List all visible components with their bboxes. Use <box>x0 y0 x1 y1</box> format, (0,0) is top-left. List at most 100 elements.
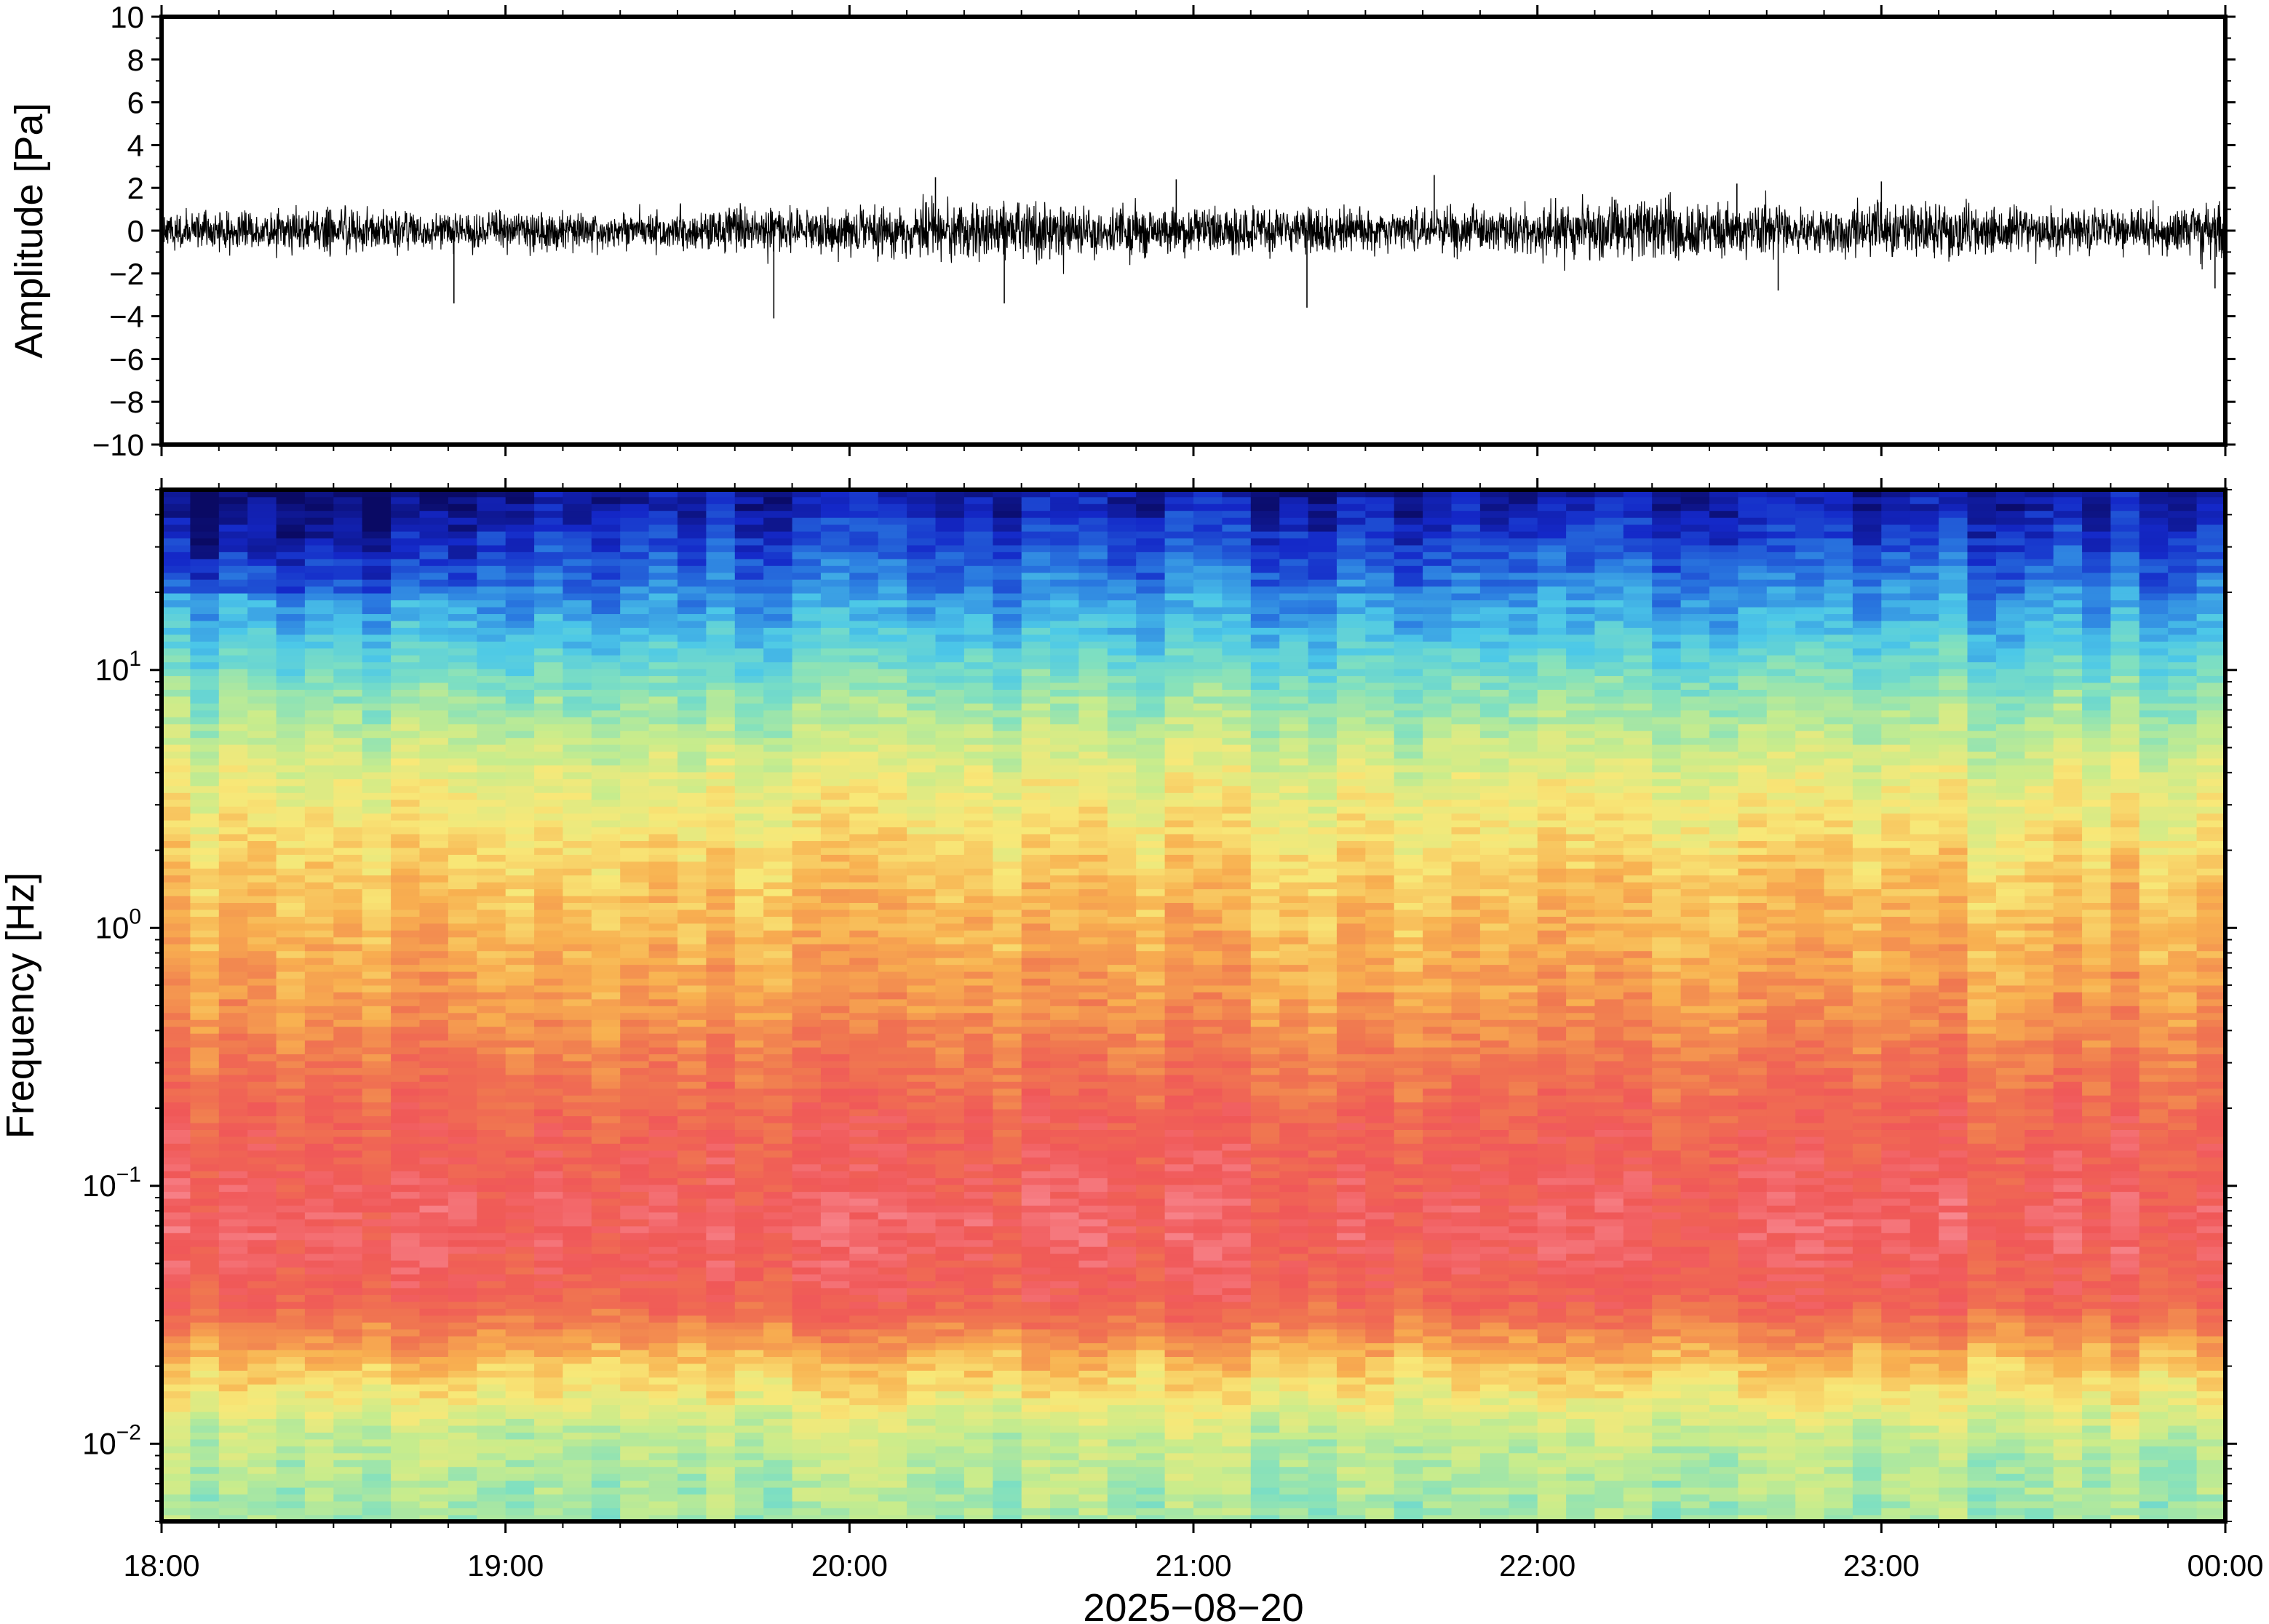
spectrogram-cell <box>907 1267 937 1275</box>
spectrogram-cell <box>820 957 851 966</box>
spectrogram-cell <box>706 1287 736 1295</box>
spectrogram-cell <box>534 1480 564 1488</box>
spectrogram-cell <box>620 861 650 869</box>
spectrogram-cell <box>162 1342 191 1350</box>
spectrogram-cell <box>362 586 392 594</box>
spectrogram-cell <box>276 1452 306 1460</box>
spectrogram-cell <box>878 1281 907 1289</box>
spectrogram-cell <box>792 578 822 587</box>
spectrogram-cell <box>477 1046 506 1054</box>
spectrogram-cell <box>190 1246 220 1254</box>
spectrogram-cell <box>820 1301 851 1309</box>
spectrogram-cell <box>391 1349 421 1357</box>
spectrogram-cell <box>620 1253 650 1261</box>
spectrogram-cell <box>963 923 994 931</box>
spectrogram-cell <box>1021 1239 1051 1247</box>
spectrogram-cell <box>190 510 220 518</box>
spectrogram-cell <box>820 1136 851 1144</box>
spectrogram-cell <box>591 1411 621 1419</box>
spectrogram-cell <box>362 1500 392 1508</box>
spectrogram-cell <box>849 496 879 504</box>
spectrogram-cell <box>648 723 678 731</box>
spectrogram-cell <box>276 840 306 848</box>
spectrogram-cell <box>763 1480 793 1488</box>
spectrogram-cell <box>477 1349 506 1357</box>
spectrogram-cell <box>993 1363 1022 1371</box>
spectrogram-cell <box>963 861 994 869</box>
spectrogram-cell <box>648 1486 678 1494</box>
spectrogram-cell <box>304 1150 335 1158</box>
spectrogram-cell <box>734 717 764 725</box>
spectrogram-cell <box>534 627 564 635</box>
spectrogram-cell <box>620 600 650 608</box>
spectrogram-cell <box>620 930 650 938</box>
spectrogram-cell <box>591 572 621 580</box>
spectrogram-cell <box>247 1233 277 1241</box>
spectrogram-cell <box>792 703 822 711</box>
spectrogram-cell <box>820 517 851 525</box>
spectrogram-cell <box>677 950 707 958</box>
spectrogram-cell <box>763 606 793 614</box>
spectrogram-cell <box>878 709 907 717</box>
spectrogram-cell <box>391 503 421 512</box>
spectrogram-cell <box>247 510 277 518</box>
spectrogram-cell <box>218 641 248 649</box>
spectrogram-cell <box>677 1438 707 1446</box>
spectrogram-cell <box>734 490 764 498</box>
spectrogram-cell <box>792 1163 822 1171</box>
spectrogram-cell <box>1021 813 1051 821</box>
spectrogram-cell <box>247 1122 277 1130</box>
spectrogram-cell <box>162 799 191 807</box>
spectrogram-cell <box>448 771 478 779</box>
spectrogram-cell <box>218 1012 248 1020</box>
spectrogram-cell <box>391 524 421 532</box>
spectrogram-cell <box>820 1054 851 1062</box>
spectrogram-cell <box>419 1026 449 1034</box>
spectrogram-cell <box>190 730 220 739</box>
spectrogram-cell <box>190 779 220 787</box>
spectrogram-cell <box>190 668 220 677</box>
spectrogram-cell <box>591 847 621 855</box>
spectrogram-cell <box>1021 1335 1051 1344</box>
spectrogram-cell <box>247 1383 277 1392</box>
spectrogram-cell <box>477 1281 506 1289</box>
spectrogram-cell <box>563 1301 592 1309</box>
spectrogram-cell <box>190 544 220 552</box>
spectrogram-cell <box>276 867 306 876</box>
spectrogram-cell <box>878 751 907 759</box>
spectrogram-cell <box>247 1032 277 1041</box>
spectrogram-cell <box>362 943 392 952</box>
spectrogram-cell <box>907 1157 937 1165</box>
spectrogram-cell <box>677 819 707 828</box>
spectrogram-cell <box>878 854 907 862</box>
spectrogram-cell <box>620 1225 650 1233</box>
spectrogram-cell <box>591 1370 621 1378</box>
spectrogram-cell <box>1021 1500 1051 1508</box>
spectrogram-cell <box>792 1342 822 1350</box>
spectrogram-cell <box>1050 779 1080 787</box>
spectrogram-cell <box>247 1287 277 1295</box>
spectrogram-cell <box>419 1225 449 1233</box>
spectrogram-cell <box>448 861 478 869</box>
spectrogram-cell <box>247 648 277 656</box>
spectrogram-cell <box>477 1432 506 1440</box>
spectrogram-cell <box>963 641 994 649</box>
spectrogram-cell <box>190 1067 220 1075</box>
spectrogram-cell <box>648 538 678 546</box>
spectrogram-cell <box>677 696 707 704</box>
spectrogram-cell <box>591 744 621 752</box>
spectrogram-cell <box>477 867 506 876</box>
spectrogram-cell <box>935 717 965 725</box>
spectrogram-cell <box>648 1432 678 1440</box>
spectrogram-cell <box>448 1425 478 1433</box>
spectrogram-cell <box>276 682 306 690</box>
spectrogram-cell <box>333 675 363 683</box>
spectrogram-cell <box>218 1452 248 1460</box>
spectrogram-cell <box>963 572 994 580</box>
spectrogram-cell <box>963 1067 994 1075</box>
spectrogram-cell <box>448 1335 478 1344</box>
spectrogram-cell <box>563 1129 592 1137</box>
spectrogram-cell <box>734 1363 764 1371</box>
spectrogram-cell <box>534 827 564 835</box>
spectrogram-cell <box>218 1102 248 1110</box>
